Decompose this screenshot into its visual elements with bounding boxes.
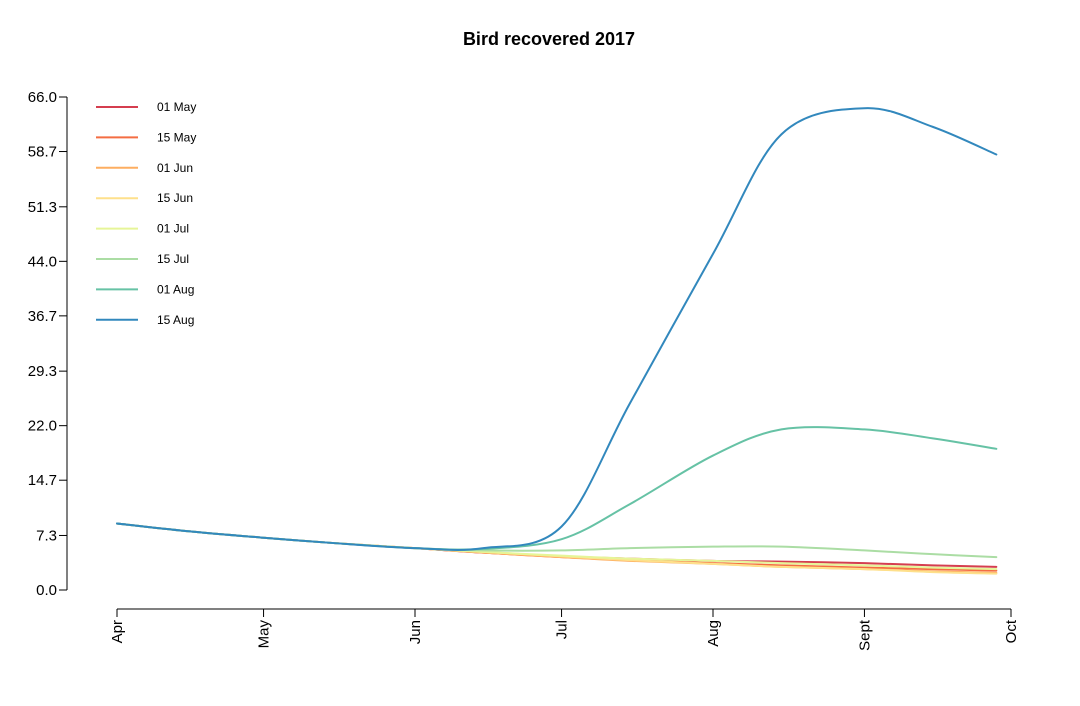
x-tick-label: Oct: [1003, 619, 1020, 643]
y-tick-label: 0.0: [36, 582, 57, 599]
legend-label: 01 Jun: [157, 161, 193, 175]
x-tick-label: Sept: [856, 619, 873, 651]
y-tick-label: 66.0: [28, 89, 57, 106]
x-tick-label: May: [256, 620, 273, 649]
legend-label: 01 May: [157, 100, 196, 114]
chart-title: Bird recovered 2017: [463, 29, 635, 49]
x-tick-label: Apr: [109, 620, 126, 643]
axes: 0.0 7.3 14.7 22.0 29.3 36.7 44.0 51.3 58.7 66.0 Ap…: [28, 89, 1020, 651]
legend-label: 15 May: [157, 130, 196, 144]
y-tick-label: 51.3: [28, 199, 57, 216]
x-tick-label: Aug: [705, 620, 722, 647]
legend: 01 May 15 May 01 Jun 15 Jun 01 Jul 15 Jul 01 A…: [96, 100, 196, 327]
y-tick-label: 44.0: [28, 253, 57, 270]
series-group: [116, 107, 998, 575]
legend-label: 01 Aug: [157, 282, 194, 296]
y-tick-label: 58.7: [28, 144, 57, 161]
legend-label: 15 Jun: [157, 191, 193, 205]
y-tick-label: 36.7: [28, 308, 57, 325]
series-line-7: [116, 107, 998, 551]
x-tick-label: Jun: [407, 620, 424, 644]
y-tick-label: 7.3: [36, 527, 57, 544]
y-tick-label: 29.3: [28, 363, 57, 380]
legend-label: 15 Aug: [157, 313, 194, 327]
y-tick-label: 14.7: [28, 472, 57, 489]
legend-label: 15 Jul: [157, 252, 189, 266]
legend-label: 01 Jul: [157, 222, 189, 236]
x-tick-label: Jul: [554, 620, 571, 639]
y-tick-label: 22.0: [28, 418, 57, 435]
